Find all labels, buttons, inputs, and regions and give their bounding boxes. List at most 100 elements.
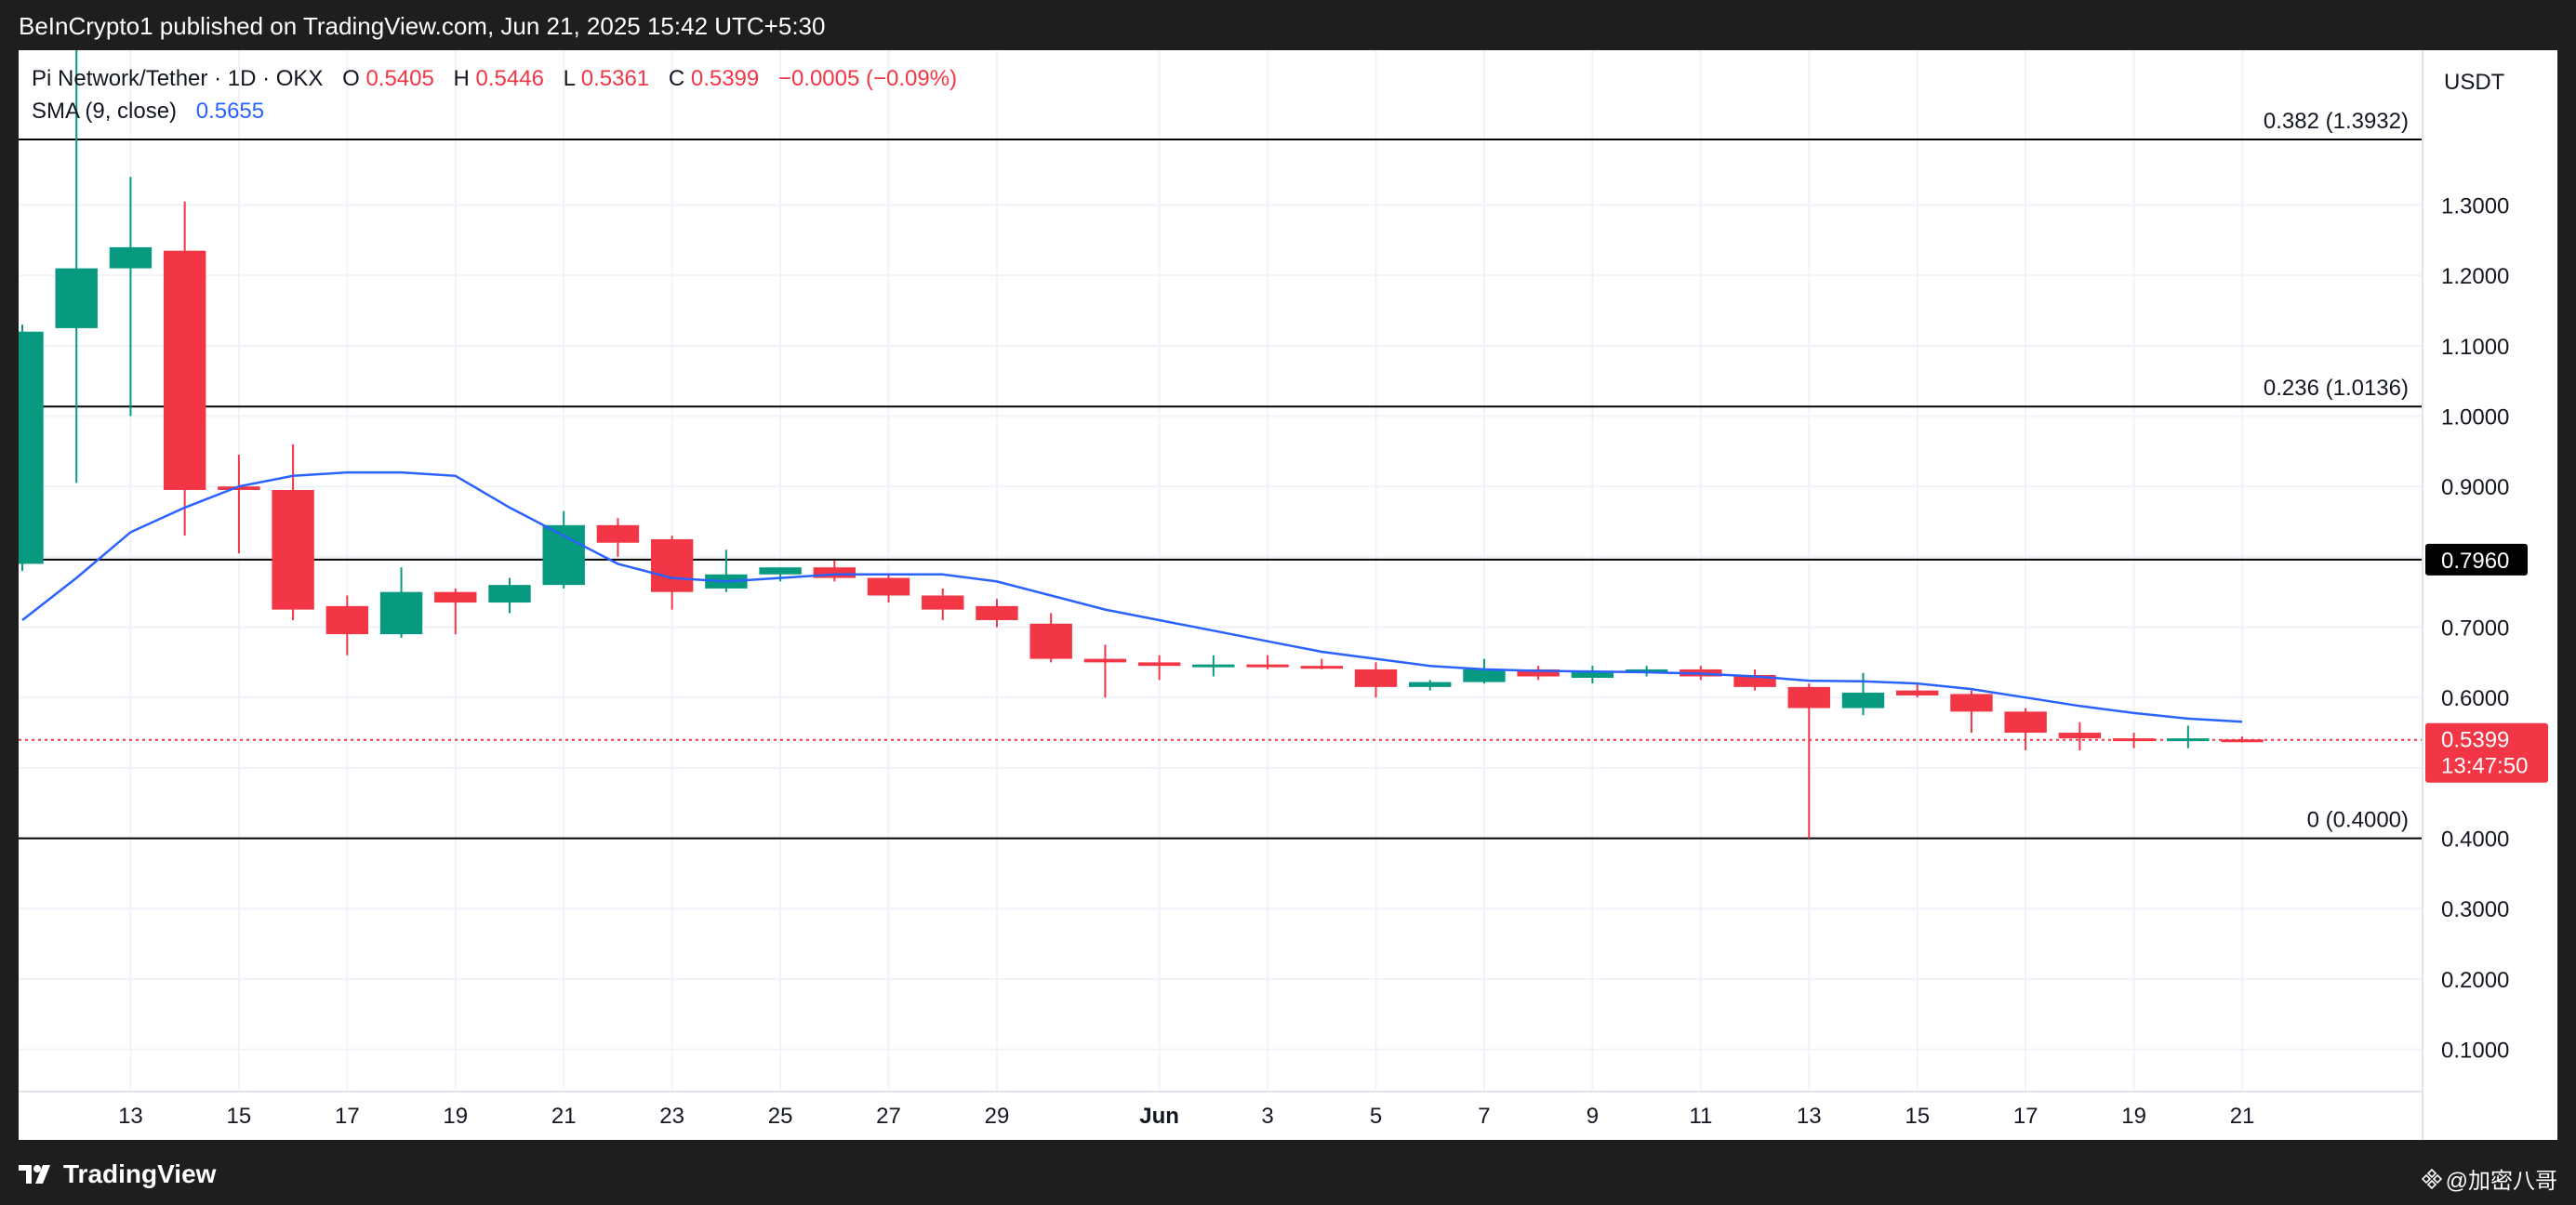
candle-body bbox=[434, 591, 477, 603]
legend-close-value: 0.5399 bbox=[691, 66, 759, 91]
candle-body bbox=[488, 585, 531, 603]
time-tick-label: 17 bbox=[2013, 1104, 2038, 1129]
time-tick-label: 11 bbox=[1689, 1104, 1712, 1129]
time-axis[interactable]: 13 15 17 19 21 23 25 27 29 Jun 3 5 7 9 11 13 15 17 19 21 bbox=[118, 1104, 2254, 1129]
candle-body bbox=[1083, 658, 1127, 663]
candle-body bbox=[163, 250, 206, 490]
svg-text:SMA (9, close) 0.5655: SMA (9, close) 0.5655 bbox=[32, 99, 264, 124]
sma-label: SMA (9, close) bbox=[32, 99, 177, 124]
candle-body bbox=[2167, 738, 2210, 742]
candle-body bbox=[1029, 623, 1072, 659]
price-tick-label: 0.9000 bbox=[2441, 475, 2509, 500]
sma-value: 0.5655 bbox=[196, 99, 264, 124]
candle-body bbox=[2058, 733, 2102, 739]
price-tick-label: 1.2000 bbox=[2441, 264, 2509, 289]
level-tag: 0.7960 bbox=[2425, 543, 2528, 576]
currency-label: USDT bbox=[2444, 70, 2505, 95]
price-tick-label: 0.7000 bbox=[2441, 616, 2509, 642]
time-tick-label: 19 bbox=[2121, 1104, 2146, 1129]
sma-line bbox=[21, 470, 2243, 723]
candle-body bbox=[2004, 711, 2047, 734]
fib-level-label: 0.236 (1.0136) bbox=[2264, 376, 2409, 401]
fib-level-label: 0.382 (1.3932) bbox=[2264, 109, 2409, 134]
bottom-bar: TradingView @加密八哥 bbox=[0, 1140, 2576, 1205]
price-tick-label: 1.3000 bbox=[2441, 193, 2509, 218]
candle-body bbox=[1841, 692, 1885, 708]
candle-body bbox=[596, 524, 640, 543]
candle-body bbox=[922, 595, 964, 610]
legend: Pi Network/Tether · 1D · OKX O 0.5405 H … bbox=[32, 66, 957, 124]
price-axis[interactable]: 0.10000.20000.30000.40000.50000.60000.70… bbox=[2441, 193, 2509, 1063]
level-tag-text: 0.7960 bbox=[2441, 549, 2509, 574]
time-tick-label: 3 bbox=[1261, 1104, 1273, 1129]
time-tick-label: 19 bbox=[443, 1104, 468, 1129]
time-tick-label: 23 bbox=[659, 1104, 684, 1129]
time-tick-label: 21 bbox=[2230, 1104, 2255, 1129]
time-tick-label: 15 bbox=[1905, 1104, 1930, 1129]
candle-body bbox=[1517, 669, 1560, 677]
candle-body bbox=[976, 605, 1018, 620]
candle-body bbox=[650, 538, 694, 592]
time-tick-label: 5 bbox=[1370, 1104, 1382, 1129]
candle-body bbox=[109, 246, 153, 269]
current-price-tag: 0.5399 13:47:50 bbox=[2425, 722, 2548, 783]
price-tick-label: 1.1000 bbox=[2441, 335, 2509, 360]
candle-body bbox=[1787, 686, 1830, 708]
legend-open-label: O bbox=[342, 66, 360, 91]
fib-levels: 0.382 (1.3932) 0.236 (1.0136) 0 (0.4000) bbox=[19, 109, 2423, 840]
candle-body bbox=[759, 567, 802, 575]
legend-change: −0.0005 (−0.09%) bbox=[778, 66, 957, 91]
candle-body bbox=[1354, 669, 1398, 687]
candle-body bbox=[1, 331, 44, 564]
published-text: BeInCrypto1 published on TradingView.com… bbox=[19, 12, 826, 40]
watermark: @加密八哥 bbox=[2421, 1162, 2557, 1195]
price-tick-label: 0.1000 bbox=[2441, 1039, 2509, 1064]
legend-close-label: C bbox=[669, 66, 684, 91]
watermark-text: @加密八哥 bbox=[2445, 1169, 2557, 1194]
candle-body bbox=[2112, 738, 2156, 742]
time-tick-label: Jun bbox=[1139, 1104, 1179, 1129]
time-tick-label: 13 bbox=[1797, 1104, 1822, 1129]
candle-body bbox=[1896, 690, 1939, 695]
price-tick-label: 0.4000 bbox=[2441, 828, 2509, 853]
time-tick-label: 17 bbox=[335, 1104, 360, 1129]
price-tick-label: 1.0000 bbox=[2441, 405, 2509, 430]
time-tick-label: 13 bbox=[118, 1104, 143, 1129]
price-tick-label: 0.6000 bbox=[2441, 686, 2509, 711]
binance-diamond-icon bbox=[2421, 1168, 2442, 1189]
legend-symbol: Pi Network/Tether · 1D · OKX bbox=[32, 66, 323, 91]
svg-text:Pi Network/Tether · 1D · OKX: Pi Network/Tether · 1D · OKX O 0.5405 H … bbox=[32, 66, 957, 91]
time-tick-label: 15 bbox=[227, 1104, 252, 1129]
candle-body bbox=[1246, 664, 1289, 668]
fib-level-label: 0 (0.4000) bbox=[2307, 808, 2409, 833]
candle-body bbox=[272, 489, 314, 610]
countdown-text: 13:47:50 bbox=[2441, 754, 2528, 779]
candlestick-chart[interactable]: 0.382 (1.3932) 0.236 (1.0136) 0 (0.4000) P… bbox=[1, 50, 2557, 1140]
tradingview-brand: TradingView bbox=[63, 1159, 217, 1188]
time-tick-label: 21 bbox=[551, 1104, 577, 1129]
legend-low-label: L bbox=[564, 66, 576, 91]
tradingview-logo[interactable]: TradingView bbox=[17, 1159, 216, 1190]
candle-body bbox=[1950, 694, 1993, 712]
legend-open-value: 0.5405 bbox=[365, 66, 433, 91]
candle-body bbox=[1137, 662, 1181, 667]
level-tag-box bbox=[2425, 543, 2528, 576]
legend-high-label: H bbox=[454, 66, 470, 91]
candle-body bbox=[813, 567, 856, 578]
time-tick-label: 7 bbox=[1478, 1104, 1490, 1129]
chart-frame[interactable]: 0.382 (1.3932) 0.236 (1.0136) 0 (0.4000) P… bbox=[1, 50, 2557, 1140]
candle-body bbox=[1463, 669, 1506, 682]
candle-body bbox=[1571, 670, 1614, 679]
price-tick-label: 0.2000 bbox=[2441, 968, 2509, 993]
candle-body bbox=[1409, 682, 1452, 687]
candle-body bbox=[542, 524, 585, 586]
current-price-text: 0.5399 bbox=[2441, 728, 2509, 753]
price-tick-label: 0.3000 bbox=[2441, 897, 2509, 922]
legend-high-value: 0.5446 bbox=[476, 66, 544, 91]
candle-body bbox=[2221, 739, 2264, 743]
time-tick-label: 27 bbox=[876, 1104, 901, 1129]
grid-lines bbox=[19, 50, 2423, 1092]
candle-body bbox=[867, 577, 910, 596]
top-bar: BeInCrypto1 published on TradingView.com… bbox=[0, 0, 2576, 50]
candles bbox=[1, 50, 2264, 839]
